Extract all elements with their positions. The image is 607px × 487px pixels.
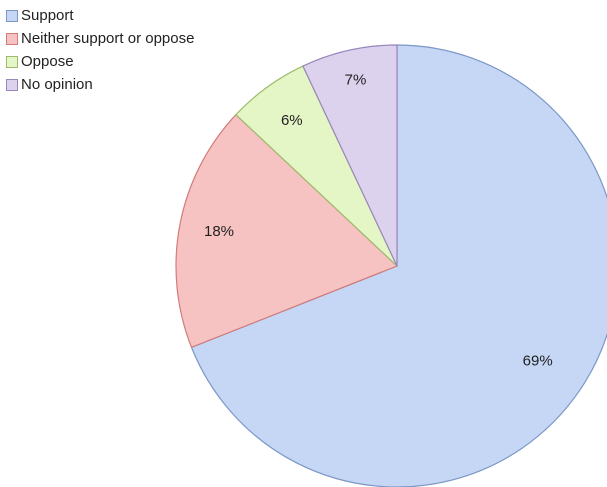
pie-slices	[175, 44, 607, 487]
legend-item-no-opinion: No opinion	[6, 73, 194, 96]
legend-swatch-oppose	[6, 55, 18, 68]
legend-swatch-no-opinion	[6, 78, 18, 91]
pie-slice-neither	[175, 114, 398, 348]
legend-label-oppose: Oppose	[21, 53, 74, 70]
legend-item-neither: Neither support or oppose	[6, 27, 194, 50]
legend-item-support: Support	[6, 4, 194, 27]
legend: Support Neither support or oppose Oppose…	[6, 4, 194, 96]
legend-swatch-support	[6, 9, 18, 22]
pie-data-labels: 69% 18% 6% 7%	[204, 71, 553, 369]
data-label-support: 69%	[523, 353, 553, 370]
pie-slice-support	[190, 44, 607, 487]
legend-swatch-neither	[6, 32, 18, 45]
data-label-oppose: 6%	[281, 112, 303, 129]
legend-item-oppose: Oppose	[6, 50, 194, 73]
legend-label-no-opinion: No opinion	[21, 76, 93, 93]
data-label-no-opinion: 7%	[345, 71, 367, 88]
legend-label-support: Support	[21, 7, 74, 24]
data-label-neither: 18%	[204, 223, 234, 240]
pie-slice-no-opinion	[302, 44, 398, 267]
legend-label-neither: Neither support or oppose	[21, 30, 195, 47]
